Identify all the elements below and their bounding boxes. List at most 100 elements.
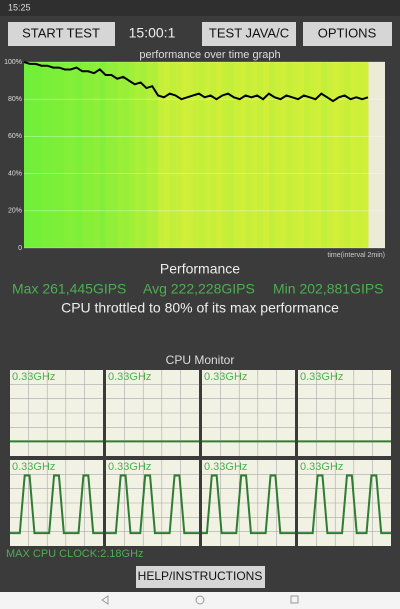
throttle-stripe: [298, 62, 305, 248]
throttle-stripe: [105, 62, 112, 248]
y-tick-label: 40%: [8, 170, 22, 177]
throttle-stripe: [251, 62, 258, 248]
options-label[interactable]: OPTIONS: [318, 25, 377, 40]
throttle-stripe: [263, 62, 270, 248]
throttle-stripe: [70, 62, 77, 248]
core-clock-label: 0.33GHz: [204, 461, 247, 473]
y-tick-label: 60%: [8, 133, 22, 140]
throttle-stripe: [315, 62, 322, 248]
throttle-stripe: [134, 62, 142, 248]
throttle-stripe: [257, 62, 264, 248]
throttle-stripe: [146, 62, 153, 248]
throttle-stripe: [309, 62, 317, 248]
y-tick-label: 20%: [8, 208, 22, 215]
throttle-stripe: [58, 62, 66, 248]
throttle-stripe: [181, 62, 188, 248]
throttle-stripe: [93, 62, 101, 248]
throttle-stripe: [338, 62, 346, 248]
status-time: 15:25: [8, 2, 31, 12]
throttle-stripe: [327, 62, 334, 248]
performance-title: Performance: [160, 261, 240, 277]
throttle-stripe: [29, 62, 37, 248]
throttle-stripe: [222, 62, 229, 248]
throttle-stripe: [292, 62, 299, 248]
test-java-button[interactable]: [202, 22, 296, 46]
throttle-stripe: [175, 62, 182, 248]
throttle-stripe: [163, 62, 171, 248]
plot: 0 20% 40% 60% 80% 100%: [4, 59, 385, 252]
cpu-monitor: 0.33GHz 0.33GHz 0.33GHz 0.33GHz 0.33GHz 0.33G…: [10, 370, 391, 546]
throttle-stripe: [158, 62, 165, 248]
throttle-stripe: [128, 62, 136, 248]
help-button[interactable]: [136, 566, 265, 588]
y-tick-label: 100%: [4, 59, 22, 66]
perf-max: Max 261,445GIPS: [12, 281, 126, 297]
core-clock-line: [10, 474, 103, 535]
nav-recent[interactable]: [290, 595, 299, 604]
throttle-stripe: [111, 62, 118, 248]
options-button[interactable]: [303, 22, 392, 46]
core-clock-label: 0.33GHz: [108, 371, 151, 383]
core-clock-label: 0.33GHz: [12, 371, 55, 383]
chart-title: performance over time graph: [139, 49, 280, 61]
core-clock-line: [106, 474, 199, 535]
core-clock-label: 0.33GHz: [300, 461, 343, 473]
throttle-stripe: [356, 62, 363, 248]
throttle-stripe: [24, 62, 31, 248]
max-clock: MAX CPU CLOCK:2.18GHz: [6, 548, 144, 560]
throttle-stripe: [53, 62, 60, 248]
throttle-stripe: [47, 62, 54, 248]
throttle-stripe: [303, 62, 311, 248]
perf-avg: Avg 222,228GIPS: [143, 281, 255, 297]
nav-back[interactable]: [101, 595, 109, 605]
throttle-stripe: [333, 62, 340, 248]
throttle-stripe: [41, 62, 48, 248]
throttle-stripe: [344, 62, 352, 248]
core-clock-line: [202, 474, 295, 535]
throttle-stripe: [64, 62, 72, 248]
start-button[interactable]: [8, 22, 115, 46]
x-axis-label: time(interval 2min): [327, 252, 385, 259]
help-label[interactable]: HELP/INSTRUCTIONS: [138, 569, 263, 583]
monitor-title: CPU Monitor: [166, 353, 235, 367]
throttle-stripe: [187, 62, 194, 248]
core-clock-label: 0.33GHz: [12, 461, 55, 473]
throttle-stripe: [117, 62, 124, 248]
throttle-stripe: [233, 62, 241, 248]
throttle-stripe: [350, 62, 357, 248]
perf-summary: CPU throttled to 80% of its max performa…: [61, 300, 339, 316]
throttle-stripe: [198, 62, 206, 248]
start-label[interactable]: START TEST: [22, 25, 100, 40]
throttle-stripe: [216, 62, 223, 248]
nav-bar: [0, 592, 400, 609]
performance-line: [23, 61, 369, 103]
y-tick-label: 80%: [8, 96, 22, 103]
core-clock-line: [298, 474, 391, 535]
core-clock-label: 0.33GHz: [204, 371, 247, 383]
core-clock-label: 0.33GHz: [108, 461, 151, 473]
throttle-stripe: [169, 62, 177, 248]
throttle-stripe: [152, 62, 159, 248]
throttle-stripe: [99, 62, 107, 248]
test-java-label[interactable]: TEST JAVA/C: [209, 25, 289, 40]
throttle-stripe: [245, 62, 252, 248]
throttle-stripe: [82, 62, 89, 248]
throttle-stripe: [286, 62, 293, 248]
throttle-stripe: [268, 62, 276, 248]
perf-min: Min 202,881GIPS: [273, 281, 384, 297]
throttle-stripe: [210, 62, 217, 248]
nav-home[interactable]: [195, 595, 205, 605]
core-clock-label: 0.33GHz: [300, 371, 343, 383]
throttle-stripe: [321, 62, 328, 248]
throttle-stripe: [239, 62, 247, 248]
throttle-stripe: [35, 62, 42, 248]
timer: 15:00:1: [129, 25, 176, 41]
throttle-stripe: [280, 62, 287, 248]
throttle-stripe: [193, 62, 200, 248]
throttle-stripe: [123, 62, 130, 248]
throttle-stripe: [228, 62, 235, 248]
status-bar: [0, 0, 400, 16]
throttle-stripe: [362, 62, 369, 248]
